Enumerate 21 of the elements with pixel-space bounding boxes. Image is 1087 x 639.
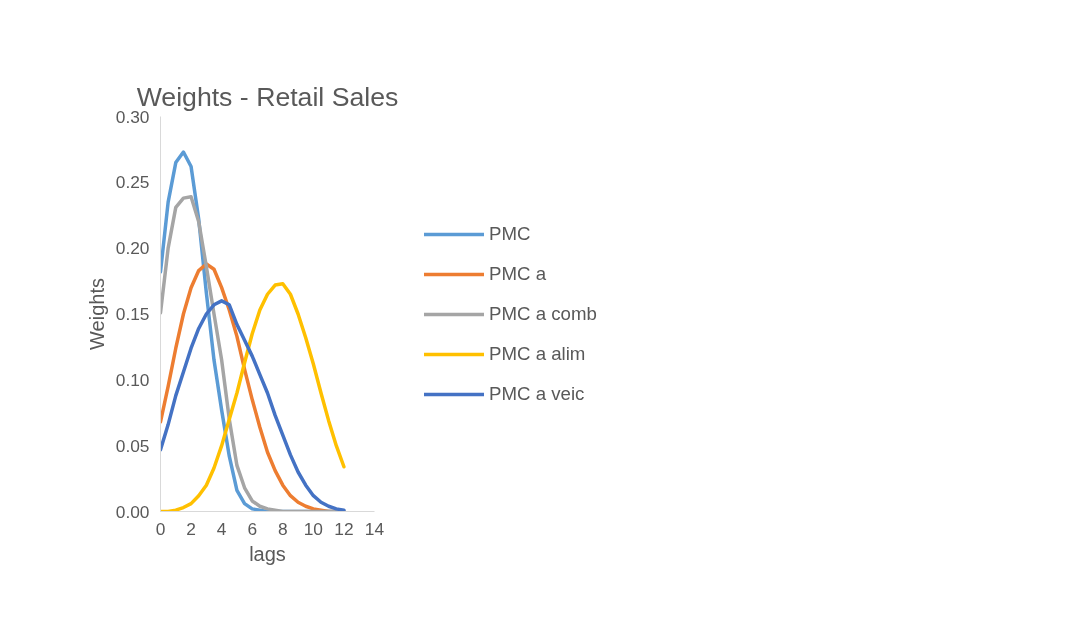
y-tick-label: 0.00 [115, 501, 150, 522]
y-tick-label: 0.20 [115, 238, 150, 259]
x-axis-title: lags [249, 542, 286, 565]
legend-label: PMC a [489, 262, 547, 285]
legend-label: PMC [489, 222, 531, 245]
y-tick-label: 0.10 [115, 369, 150, 390]
legend-label: PMC a veic [489, 382, 585, 405]
x-tick-label: 0 [155, 518, 166, 539]
x-tick-label: 12 [334, 518, 354, 539]
x-tick-label: 2 [186, 518, 196, 539]
y-axis-title: Weights [85, 278, 108, 350]
x-tick-label: 4 [216, 518, 227, 539]
x-tick-label: 10 [303, 518, 323, 539]
x-tick-label: 6 [247, 518, 258, 539]
x-tick-label: 14 [364, 518, 385, 539]
y-tick-label: 0.25 [115, 172, 150, 193]
legend-label: PMC a alim [489, 342, 586, 365]
y-tick-label: 0.05 [115, 435, 150, 456]
legend-label: PMC a comb [489, 302, 597, 325]
x-tick-label: 8 [277, 518, 288, 539]
y-tick-label: 0.15 [115, 304, 150, 324]
